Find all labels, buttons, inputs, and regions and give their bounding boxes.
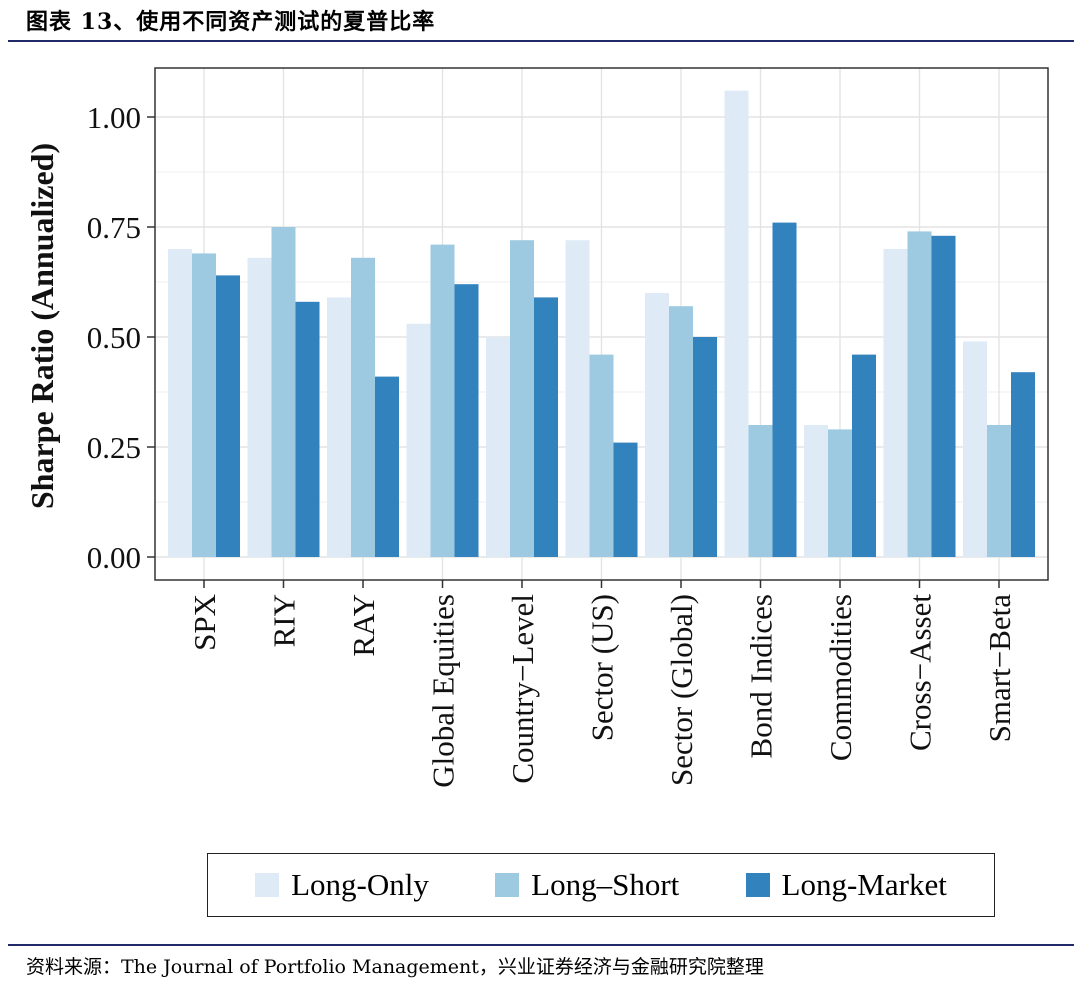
bar-long-only-5 xyxy=(565,240,590,557)
bar-long-only-0 xyxy=(168,249,192,557)
legend-item-long-short: Long–Short xyxy=(495,867,679,903)
y-tick-label: 0.50 xyxy=(87,320,141,355)
legend-swatch-long-only xyxy=(255,873,280,897)
bar-long-only-3 xyxy=(406,323,431,557)
bar-long-only-9 xyxy=(883,249,908,557)
bar-long-market-3 xyxy=(454,284,479,557)
y-tick-label: 0.00 xyxy=(87,540,141,575)
legend-item-long-only: Long-Only xyxy=(255,867,429,903)
x-tick-label: Bond Indices xyxy=(744,594,779,758)
x-tick-label: SPX xyxy=(187,594,222,651)
legend-label-long-market: Long-Market xyxy=(781,867,947,902)
legend-item-long-market: Long-Market xyxy=(745,867,947,903)
bar-long-short-6 xyxy=(669,306,693,557)
x-tick-label: Cross−Asset xyxy=(903,594,938,751)
source-rule xyxy=(8,944,1074,946)
figure-source: 资料来源：The Journal of Portfolio Management… xyxy=(26,956,764,978)
bar-long-market-10 xyxy=(1011,372,1035,557)
bar-long-short-10 xyxy=(987,425,1011,557)
y-tick-label: 1.00 xyxy=(87,100,141,135)
y-tick-label: 0.75 xyxy=(87,210,141,245)
bar-long-short-1 xyxy=(271,227,296,557)
bar-long-short-4 xyxy=(510,240,534,557)
title-rule xyxy=(8,40,1074,42)
y-tick-label: 0.25 xyxy=(87,430,141,465)
legend-label-long-short: Long–Short xyxy=(531,867,680,902)
bar-long-short-0 xyxy=(192,253,216,557)
x-tick-label: RAY xyxy=(346,594,381,657)
bar-long-market-1 xyxy=(295,301,320,557)
bar-long-market-4 xyxy=(534,297,558,557)
chart-legend: Long-Only Long–Short Long-Market xyxy=(207,853,995,917)
figure-title: 图表 13、使用不同资产测试的夏普比率 xyxy=(26,9,436,35)
bar-long-market-5 xyxy=(613,442,638,557)
bar-long-only-10 xyxy=(963,341,987,557)
bar-long-only-6 xyxy=(645,293,669,557)
bar-long-short-9 xyxy=(907,231,932,557)
x-tick-label: Sector (US) xyxy=(585,594,620,741)
bar-long-only-8 xyxy=(804,425,828,557)
bar-long-short-8 xyxy=(828,429,852,557)
bar-long-only-7 xyxy=(724,90,749,557)
bar-long-market-8 xyxy=(852,354,876,557)
y-axis-title: Sharpe Ratio (Annualized) xyxy=(24,143,60,509)
x-tick-label: Smart−Beta xyxy=(982,594,1017,743)
bar-long-short-7 xyxy=(748,425,773,557)
bar-long-only-1 xyxy=(247,257,272,557)
bar-long-short-2 xyxy=(351,257,375,557)
bar-long-short-3 xyxy=(430,244,455,557)
bar-chart: 0.00 0.25 0.50 0.75 1.00 SPX RIY RAY Global Equi… xyxy=(24,67,1049,788)
bar-long-market-6 xyxy=(693,337,717,557)
bar-long-only-2 xyxy=(327,297,351,557)
bar-long-market-2 xyxy=(375,376,399,557)
bar-long-market-7 xyxy=(772,222,797,557)
legend-swatch-long-short xyxy=(495,873,520,897)
bar-long-short-5 xyxy=(589,354,614,557)
bar-long-market-9 xyxy=(931,235,956,558)
x-tick-label: Sector (Global) xyxy=(664,594,699,786)
x-tick-label: Country−Level xyxy=(505,594,540,784)
x-tick-label: Global Equities xyxy=(426,594,461,788)
bar-long-market-0 xyxy=(216,275,240,557)
legend-swatch-long-market xyxy=(745,873,770,897)
bar-long-only-4 xyxy=(486,337,510,557)
legend-label-long-only: Long-Only xyxy=(291,867,429,902)
x-tick-label: RIY xyxy=(267,594,302,647)
x-tick-label: Commodities xyxy=(823,594,858,761)
